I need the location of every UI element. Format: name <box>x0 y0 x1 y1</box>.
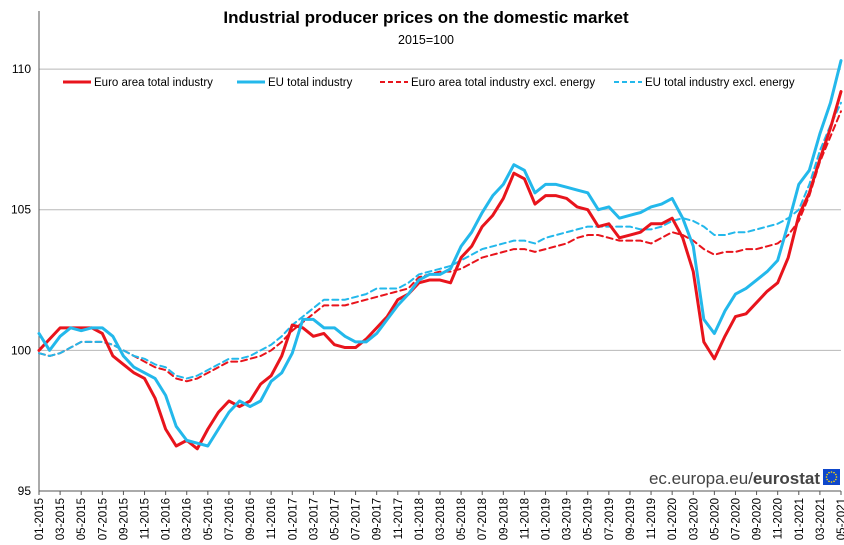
x-tick-label: 03-2015 <box>55 498 67 540</box>
eu-flag-stars-icon <box>825 471 838 483</box>
x-tick-label: 09-2016 <box>245 498 257 540</box>
y-tick-label: 95 <box>18 484 32 498</box>
x-tick-label: 07-2017 <box>351 498 363 540</box>
flag-star <box>825 476 828 478</box>
x-tick-label: 09-2019 <box>625 498 637 540</box>
series-line-2 <box>37 59 843 448</box>
y-tick-label: 110 <box>12 62 31 76</box>
x-tick-label: 01-2015 <box>34 498 46 540</box>
legend-label-4: EU total industry excl. energy <box>645 77 795 89</box>
x-tick-label: 03-2019 <box>562 498 574 540</box>
source-logo: ec.europa.eu/eurostat <box>649 469 840 488</box>
x-tick-label: 07-2015 <box>97 498 109 540</box>
flag-star <box>828 480 830 483</box>
y-tick-label: 105 <box>11 203 31 217</box>
x-axis: 01-2015 03-2015 05-2015 07-2015 09-2015 11-20… <box>34 490 844 540</box>
source-prefix: ec.europa.eu/ <box>649 469 753 488</box>
x-tick-label: 09-2018 <box>498 498 510 540</box>
legend: Euro area total industry EU total industr… <box>63 77 795 89</box>
x-tick-label: 01-2016 <box>161 498 173 540</box>
x-tick-label: 03-2021 <box>815 498 827 540</box>
x-tick-label: 11-2016 <box>266 498 278 539</box>
flag-star <box>830 481 833 483</box>
x-tick-label: 01-2018 <box>414 498 426 540</box>
eu-flag-icon <box>823 469 840 485</box>
x-tick-label: 05-2021 <box>836 498 844 540</box>
series-lines <box>37 59 843 451</box>
x-tick-label: 05-2017 <box>329 498 341 540</box>
chart-subtitle: 2015=100 <box>398 33 454 47</box>
flag-star <box>835 476 838 478</box>
chart-title: Industrial producer prices on the domest… <box>223 8 629 27</box>
source-brand: eurostat <box>753 469 820 488</box>
legend-label-2: EU total industry <box>268 77 353 89</box>
x-tick-label: 03-2016 <box>182 498 194 540</box>
flag-star <box>835 478 837 481</box>
legend-label-1: Euro area total industry <box>94 77 213 89</box>
x-tick-label: 11-2020 <box>773 498 785 539</box>
flag-star <box>826 478 828 481</box>
x-tick-label: 03-2020 <box>688 498 700 540</box>
y-tick-label: 100 <box>11 343 31 357</box>
series-line-3 <box>38 110 842 383</box>
x-tick-label: 05-2018 <box>456 498 468 540</box>
x-tick-label: 05-2020 <box>709 498 721 540</box>
flag-star <box>830 471 833 473</box>
x-tick-label: 07-2018 <box>477 498 489 540</box>
x-tick-label: 03-2017 <box>308 498 320 540</box>
series-line-4 <box>38 101 842 380</box>
x-tick-label: 01-2017 <box>287 498 299 540</box>
flag-star <box>835 473 837 476</box>
x-tick-label: 05-2016 <box>203 498 215 540</box>
x-tick-label: 01-2019 <box>541 498 553 540</box>
flag-star <box>826 473 828 476</box>
x-tick-label: 09-2015 <box>118 498 130 540</box>
x-tick-label: 11-2017 <box>393 498 405 539</box>
flag-star <box>833 471 835 474</box>
y-axis: 95 100 105 110 <box>11 11 40 498</box>
flag-star <box>833 480 835 483</box>
x-tick-label: 05-2019 <box>583 498 595 540</box>
x-tick-label: 07-2016 <box>224 498 236 540</box>
legend-label-3: Euro area total industry excl. energy <box>411 77 595 89</box>
x-tick-label: 09-2017 <box>372 498 384 540</box>
x-tick-label: 07-2020 <box>730 498 742 540</box>
source-label: ec.europa.eu/eurostat <box>649 469 820 488</box>
x-tick-label: 07-2019 <box>604 498 616 540</box>
x-tick-label: 05-2015 <box>76 498 88 540</box>
x-tick-label: 01-2021 <box>794 498 806 540</box>
x-tick-label: 11-2015 <box>140 498 152 539</box>
flag-star <box>828 471 830 474</box>
x-tick-label: 11-2019 <box>646 498 658 539</box>
x-tick-label: 09-2020 <box>752 498 764 540</box>
series-line-1 <box>37 90 843 451</box>
x-tick-label: 01-2020 <box>667 498 679 540</box>
x-tick-label: 03-2018 <box>435 498 447 540</box>
x-tick-label: 11-2018 <box>519 498 531 539</box>
